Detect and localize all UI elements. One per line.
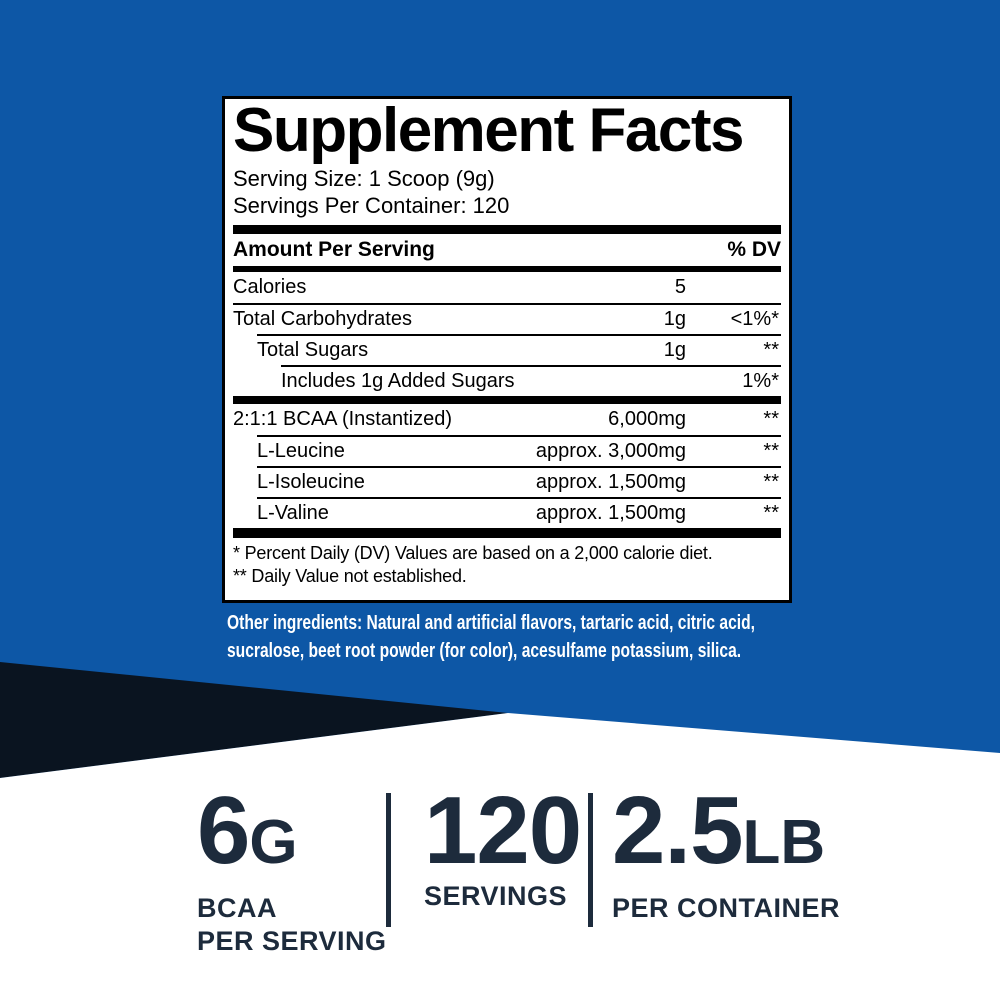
- other-ingredients: Other ingredients: Natural and artificia…: [227, 609, 867, 665]
- stat-label-line: SERVINGS: [424, 881, 568, 911]
- row-name: L-Valine: [257, 502, 329, 524]
- row-amount: 5: [674, 276, 686, 298]
- table-row-total-carbohydrates: Total Carbohydrates 1g <1%*: [233, 303, 781, 334]
- table-row-added-sugars: Includes 1g Added Sugars 1%*: [281, 365, 781, 396]
- row-amount: 1g: [663, 308, 686, 330]
- row-name: Includes 1g Added Sugars: [281, 370, 515, 392]
- row-amount: 6,000mg: [608, 408, 686, 430]
- row-amount: approx. 1,500mg: [535, 502, 686, 524]
- table-row-l-valine: L-Valine approx. 1,500mg **: [257, 497, 781, 528]
- stat-number: 2.5: [612, 777, 743, 884]
- amount-per-serving-header: Amount Per Serving: [233, 238, 435, 261]
- row-name: Calories: [233, 276, 307, 298]
- row-dv: **: [763, 471, 779, 493]
- row-name: 2:1:1 BCAA (Instantized): [233, 408, 453, 430]
- footnotes: * Percent Daily (DV) Values are based on…: [233, 542, 781, 588]
- stat-unit: G: [249, 808, 298, 877]
- row-dv: **: [763, 502, 779, 524]
- table-row-l-leucine: L-Leucine approx. 3,000mg **: [257, 435, 781, 466]
- row-dv: **: [763, 408, 779, 430]
- serving-info: Serving Size: 1 Scoop (9g) Servings Per …: [233, 165, 781, 219]
- servings-per-container-text: Servings Per Container: 120: [233, 193, 510, 218]
- row-name: L-Leucine: [257, 440, 345, 462]
- row-name: L-Isoleucine: [257, 471, 365, 493]
- stat-label: PER CONTAINER: [612, 892, 840, 925]
- supplement-facts-panel: Supplement Facts Serving Size: 1 Scoop (…: [222, 96, 792, 603]
- stat-label: SERVINGS: [424, 880, 581, 913]
- row-dv: **: [763, 440, 779, 462]
- stat-label-line: PER CONTAINER: [612, 893, 841, 923]
- thick-divider-bar: [233, 225, 781, 234]
- stat-value: 2.5 LB: [612, 777, 840, 884]
- other-ingredients-line-2: sucralose, beet root powder (for color),…: [227, 640, 742, 662]
- stat-label-line: PER SERVING: [197, 926, 387, 956]
- row-name: Total Sugars: [257, 339, 369, 361]
- row-amount: approx. 1,500mg: [535, 471, 686, 493]
- stat-number: 6: [197, 777, 250, 884]
- stat-label-line: BCAA: [197, 893, 277, 923]
- thick-divider-bar: [233, 396, 781, 404]
- row-dv: 1%*: [742, 370, 779, 392]
- stat-label: BCAA PER SERVING: [197, 892, 387, 958]
- row-dv: <1%*: [730, 308, 779, 330]
- serving-size-text: Serving Size: 1 Scoop (9g): [233, 166, 495, 191]
- table-header-row: Amount Per Serving % DV: [233, 234, 781, 266]
- stat-divider: [386, 793, 391, 927]
- table-row-calories: Calories 5: [233, 272, 781, 303]
- table-row-l-isoleucine: L-Isoleucine approx. 1,500mg **: [257, 466, 781, 497]
- row-name: Total Carbohydrates: [233, 308, 412, 330]
- panel-title: Supplement Facts: [233, 96, 745, 165]
- stat-number: 120: [424, 777, 582, 884]
- row-dv: **: [763, 339, 779, 361]
- stat-value: 120: [424, 777, 582, 884]
- stat-per-container: 2.5 LB PER CONTAINER: [612, 777, 840, 925]
- footnote-not-established: ** Daily Value not established.: [233, 566, 467, 586]
- table-row-bcaa: 2:1:1 BCAA (Instantized) 6,000mg **: [233, 404, 781, 435]
- footnote-dv: * Percent Daily (DV) Values are based on…: [233, 543, 713, 563]
- stat-divider: [588, 793, 593, 927]
- table-row-total-sugars: Total Sugars 1g **: [257, 334, 781, 365]
- stat-servings: 120 SERVINGS: [424, 777, 582, 913]
- percent-dv-header: % DV: [727, 238, 781, 261]
- other-ingredients-line-1: Other ingredients: Natural and artificia…: [227, 612, 755, 634]
- row-amount: approx. 3,000mg: [535, 440, 686, 462]
- row-amount: 1g: [663, 339, 686, 361]
- thick-divider-bar: [233, 528, 781, 538]
- thick-divider-bar: [233, 266, 781, 272]
- stat-unit: LB: [742, 808, 826, 877]
